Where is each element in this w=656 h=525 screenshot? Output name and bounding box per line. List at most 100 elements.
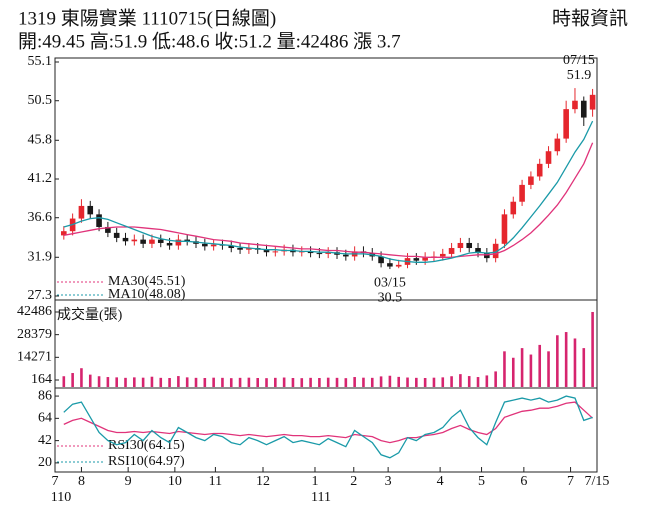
candle-body	[510, 201, 517, 215]
x-tick-label: 4	[437, 474, 444, 489]
y-tick-label: 64	[38, 411, 52, 426]
candle-body	[448, 248, 455, 254]
volume-bar	[476, 377, 480, 387]
volume-bar	[221, 377, 224, 387]
volume-bar	[388, 375, 392, 387]
chart-title: 1319 東陽實業 1110715(日線圖)	[18, 7, 276, 29]
volume-bar	[564, 332, 568, 387]
annotation-date: 07/15	[563, 53, 595, 68]
volume-bar	[80, 368, 83, 387]
annotation-value: 51.9	[567, 68, 592, 83]
volume-bar	[591, 311, 594, 387]
y-tick-label: 20	[38, 455, 52, 470]
candle-body	[272, 251, 279, 253]
candle-body	[246, 248, 252, 250]
y-tick-label: 42	[38, 433, 52, 448]
volume-bar	[362, 377, 365, 387]
candle-body	[439, 253, 446, 257]
volume-bar	[291, 378, 295, 387]
volume-bar	[300, 378, 304, 387]
y-tick-label: 41.2	[28, 171, 53, 186]
volume-bar	[124, 377, 127, 387]
volume-bar	[353, 377, 356, 387]
volume-bar	[106, 377, 110, 387]
annotation-date: 03/15	[374, 275, 406, 290]
candle-body	[589, 94, 596, 110]
x-tick-label: 5	[478, 474, 485, 489]
candle-body	[536, 163, 543, 177]
candle-body	[563, 109, 569, 139]
candle-body	[131, 239, 138, 242]
volume-bar	[159, 377, 163, 387]
volume-bar	[265, 378, 268, 387]
volume-bar	[97, 376, 101, 387]
x-tick-label: 3	[385, 474, 392, 489]
volume-bar	[150, 376, 154, 387]
volume-bar	[406, 377, 409, 387]
y-tick-label: 45.8	[28, 132, 53, 147]
y-tick-label: 55.1	[28, 54, 53, 69]
candle-body	[545, 151, 552, 164]
candle-body	[237, 248, 243, 250]
candle-body	[492, 243, 499, 259]
volume-bar	[194, 377, 198, 387]
y-tick-label: 50.5	[28, 93, 53, 108]
x-tick-label: 7/15	[585, 474, 610, 489]
volume-bar	[335, 377, 339, 387]
candle-body	[528, 176, 534, 185]
volume-bar	[326, 377, 330, 387]
x-tick-label: 12	[256, 474, 270, 489]
candle-body	[395, 264, 402, 267]
candle-body	[554, 138, 561, 152]
candle-body	[184, 239, 190, 242]
volume-bar	[370, 377, 374, 387]
volume-bar	[582, 348, 586, 387]
x-tick-label: 1	[311, 474, 318, 489]
x-tick-label: 9	[125, 474, 132, 489]
candle-body	[413, 258, 420, 261]
candle-body	[519, 184, 525, 202]
y-tick-label: 86	[38, 388, 52, 403]
candle-body	[96, 214, 102, 227]
x-tick-label: 7	[567, 474, 574, 489]
volume-bar	[520, 348, 524, 387]
volume-bar	[529, 354, 533, 387]
x-tick-label-year: 110	[51, 490, 71, 505]
candle-body	[325, 252, 332, 254]
candle-body	[378, 256, 384, 264]
series-line	[63, 401, 594, 444]
panel-title: 成交量(張)	[57, 306, 123, 323]
volume-bar	[397, 376, 401, 387]
legend-label: RSI10(64.97)	[108, 454, 185, 469]
volume-bar	[274, 377, 277, 387]
x-tick-label: 2	[350, 474, 357, 489]
x-tick-label: 8	[78, 474, 85, 489]
candle-body	[122, 237, 129, 242]
candle-body	[572, 100, 578, 110]
candle-body	[157, 239, 164, 243]
candle-body	[105, 226, 111, 233]
volume-bar	[229, 378, 233, 387]
x-tick-label: 6	[520, 474, 527, 489]
volume-bar	[318, 378, 321, 387]
volume-bar	[485, 375, 489, 387]
volume-bar	[256, 378, 259, 387]
candle-body	[387, 263, 393, 267]
candle-body	[307, 251, 314, 254]
candle-body	[484, 253, 490, 259]
volume-bar	[62, 376, 66, 387]
candle-body	[149, 239, 155, 244]
x-tick-label: 7	[52, 474, 59, 489]
source: 時報資訊	[552, 7, 628, 29]
volume-bar	[467, 376, 471, 387]
volume-bar	[538, 344, 542, 387]
candle-body	[61, 231, 67, 236]
volume-bar	[379, 376, 383, 387]
x-tick-label: 11	[209, 474, 222, 489]
candle-body	[343, 254, 349, 257]
candle-body	[175, 239, 182, 246]
series-line	[63, 120, 594, 263]
legend-label: MA30(45.51)	[108, 274, 186, 289]
volume-bar	[503, 351, 506, 387]
